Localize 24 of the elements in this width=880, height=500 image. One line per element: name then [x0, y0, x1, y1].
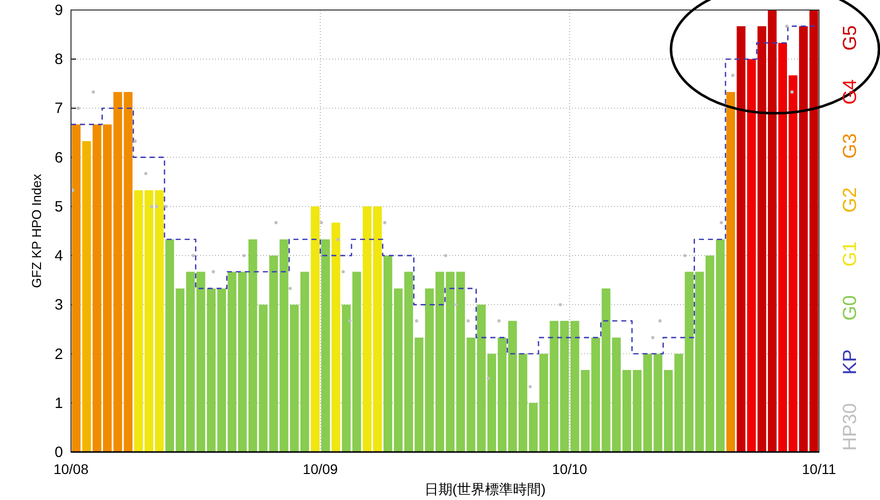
y-tick-label: 2: [54, 346, 63, 363]
y-tick-label: 9: [54, 2, 63, 19]
text: G5: [840, 25, 861, 51]
y-tick-label: 5: [54, 198, 63, 216]
y-tick-label: 6: [54, 149, 63, 166]
y-tick-label: 7: [54, 100, 63, 118]
y-axis-title: GFZ KP HPO Index: [29, 174, 44, 288]
y-tick-label: 8: [54, 51, 63, 68]
x-tick-label: 10/09: [302, 461, 338, 477]
text: G2: [840, 187, 861, 213]
text: G3: [840, 133, 861, 159]
x-tick-label: 10/11: [802, 461, 836, 477]
text: G4: [840, 78, 861, 105]
x-axis-title: 日期(世界標準時間): [424, 481, 546, 497]
text: HP30: [840, 403, 861, 451]
text: KP: [840, 349, 861, 375]
text: G1: [840, 241, 861, 267]
y-tick-label: 0: [54, 444, 63, 461]
y-tick-label: 4: [54, 248, 63, 265]
y-tick-label: 3: [54, 296, 63, 314]
text: G0: [840, 295, 861, 321]
x-tick-label: 10/08: [53, 461, 89, 477]
x-tick-label: 10/10: [552, 461, 588, 477]
y-tick-label: 1: [54, 394, 63, 412]
